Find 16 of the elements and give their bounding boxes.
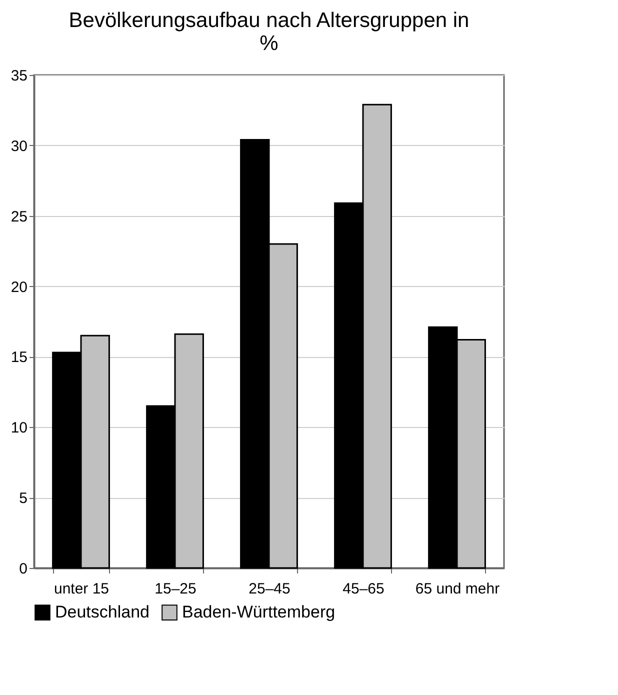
x-tick-label: unter 15 [54, 580, 110, 598]
x-tick-label: 15–25 [154, 580, 196, 598]
x-tick-label: 25–45 [248, 580, 290, 598]
legend-label: Deutschland [55, 602, 150, 622]
y-tick-label: 30 [10, 138, 28, 155]
y-tick-label: 5 [19, 490, 28, 508]
chart-title: Bevölkerungsaufbau nach Altersgruppen in % [68, 9, 470, 55]
legend-label: Baden-Württemberg [182, 602, 336, 622]
y-tick-label: 35 [10, 68, 28, 84]
y-tick-label: 20 [10, 278, 28, 296]
y-tick-label: 0 [19, 560, 28, 578]
y-tick-label: 25 [10, 208, 28, 226]
y-tick-label: 15 [10, 349, 28, 366]
x-tick-label: 45–65 [342, 580, 384, 598]
y-tick-label: 10 [10, 420, 28, 437]
x-tick-label: 65 und mehr [415, 580, 500, 598]
